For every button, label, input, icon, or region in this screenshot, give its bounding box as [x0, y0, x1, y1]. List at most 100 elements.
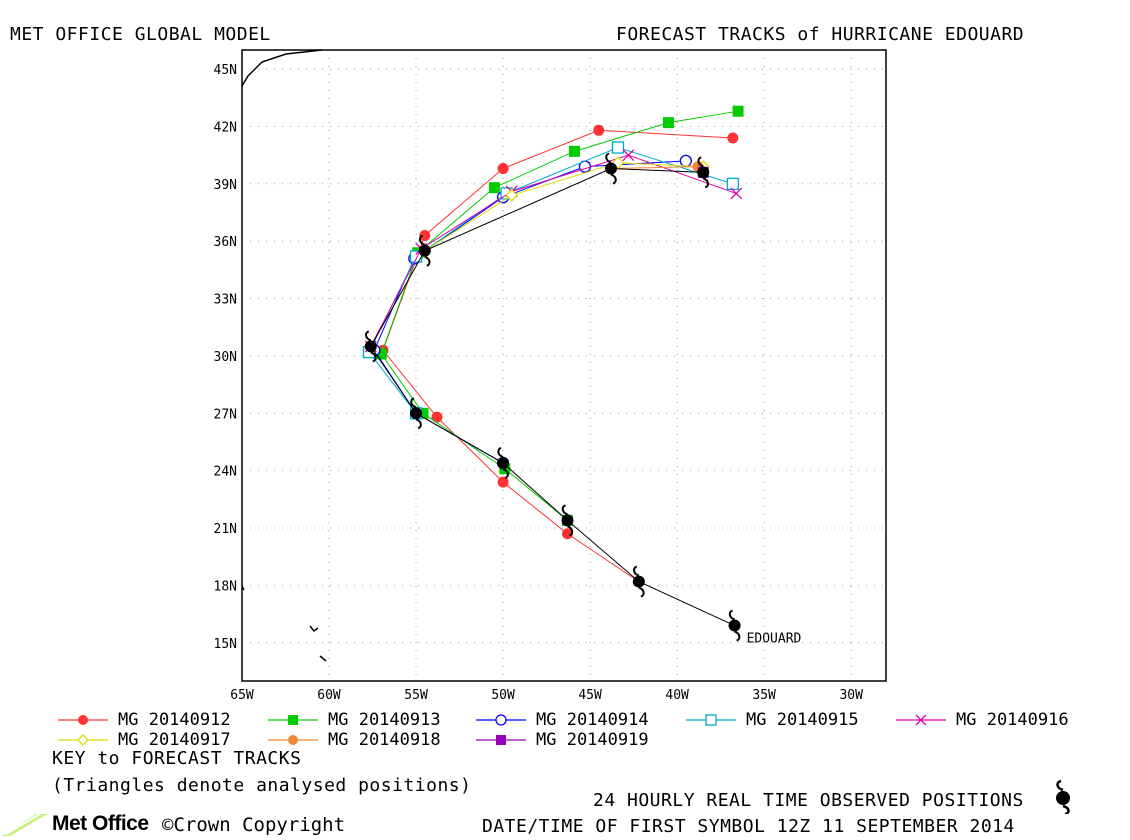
series-line [610, 166, 699, 170]
lon-tick-label: 50W [491, 688, 515, 700]
legend-marker [705, 714, 717, 726]
land-outline [241, 49, 323, 87]
legend-label: MG 20140914 [536, 710, 649, 730]
forecast-series-6 [418, 156, 710, 258]
hurricane-symbol-icon [604, 152, 617, 185]
legend-label: MG 20140919 [536, 730, 649, 750]
legend-swatch [896, 714, 946, 726]
legend-swatch [268, 735, 318, 745]
lon-tick-label: 35W [752, 688, 776, 700]
lon-tick-label: 45W [578, 688, 602, 700]
model-title: MET OFFICE GLOBAL MODEL [10, 24, 271, 45]
lat-tick-label: 30N [214, 350, 237, 365]
legend-swatch [268, 715, 318, 725]
lon-tick-label: 30W [839, 688, 863, 700]
legend-swatch [476, 735, 526, 745]
observed-track: EDOUARD [364, 152, 802, 647]
lon-tick-label: 60W [317, 688, 341, 700]
legend-label: MG 20140918 [328, 730, 441, 750]
forecast-series-2 [375, 105, 744, 526]
legend-marker [496, 735, 506, 745]
legend-marker [78, 715, 88, 725]
map-grid [241, 50, 886, 681]
series-line [424, 162, 704, 252]
hurricane-symbol-icon [1056, 780, 1070, 814]
key-title: KEY to FORECAST TRACKS [52, 748, 302, 769]
copyright: ©Crown Copyright [162, 814, 346, 836]
forecast-track-map: EDOUARD 45N 42N 39N 36N 33N 30N 27N 24N 21N 18N 15… [214, 49, 887, 700]
series-point [431, 411, 443, 423]
series-point [679, 154, 692, 168]
datetime-note: DATE/TIME OF FIRST SYMBOL 12Z 11 SEPTEMB… [482, 816, 1015, 837]
lat-tick-label: 18N [214, 579, 237, 594]
legend-label: MG 20140916 [956, 710, 1069, 730]
axis-labels: 45N 42N 39N 36N 33N 30N 27N 24N 21N 18N 15N 65W 60W 5… [214, 63, 864, 700]
lat-tick-label: 15N [214, 637, 237, 652]
hurricane-symbol-icon [364, 330, 377, 363]
forecast-series-3 [368, 154, 692, 470]
hurricane-symbol-icon [697, 156, 710, 189]
met-office-logo-icon [2, 813, 48, 837]
series-line [380, 110, 739, 521]
series-point [568, 145, 580, 157]
map-frame [241, 49, 887, 682]
hurricane-symbol-icon [632, 565, 645, 598]
forecast-series-1 [377, 124, 739, 588]
forecast-tracks [362, 105, 744, 588]
observed-note: 24 HOURLY REAL TIME OBSERVED POSITIONS [593, 790, 1024, 811]
brand-name: Met Office [52, 812, 149, 835]
series-point [732, 105, 744, 117]
series-point [727, 132, 739, 144]
series-point [375, 348, 387, 360]
legend-swatch [58, 734, 108, 746]
legend-label: MG 20140912 [118, 710, 231, 730]
hurricane-symbol-icon [561, 504, 574, 537]
legend-label: MG 20140917 [118, 730, 231, 750]
series-point [505, 188, 519, 202]
hurricane-symbol-icon [497, 447, 510, 479]
series-point [417, 407, 429, 419]
series-point [488, 182, 500, 194]
series-point [419, 229, 431, 241]
lon-tick-label: 65W [230, 688, 254, 700]
series-line [368, 146, 733, 414]
lat-tick-label: 42N [214, 120, 237, 135]
lon-tick-label: 40W [665, 688, 689, 700]
key-note: (Triangles denote analysed positions) [52, 775, 472, 796]
series-line [382, 129, 733, 582]
series-point [611, 141, 625, 154]
lat-tick-label: 27N [214, 407, 237, 422]
legend-marker [288, 735, 298, 745]
series-point [622, 149, 635, 162]
legend-marker [915, 714, 927, 726]
hurricane-symbol-icon [418, 234, 431, 267]
lon-tick-label: 55W [404, 688, 428, 700]
chart-title: FORECAST TRACKS of HURRICANE EDOUARD [616, 24, 1025, 45]
lat-tick-label: 33N [214, 293, 237, 308]
legend-swatch [686, 714, 736, 726]
island-2 [319, 655, 327, 662]
hurricane-symbol-icon [728, 609, 741, 642]
series-point [730, 187, 743, 200]
lat-tick-label: 39N [214, 178, 237, 193]
lat-tick-label: 24N [214, 465, 237, 480]
lat-tick-label: 21N [214, 522, 237, 537]
legend-swatch [476, 714, 526, 726]
lat-tick-label: 36N [214, 235, 237, 250]
series-point [497, 163, 509, 175]
series-point [726, 177, 739, 190]
legend-label: MG 20140913 [328, 710, 441, 730]
legend-swatch [58, 715, 108, 725]
legend-marker [288, 715, 298, 725]
series-point [662, 117, 674, 129]
legend-label: MG 20140915 [746, 710, 859, 730]
series-point [593, 124, 605, 136]
hurricane-symbol-icon [410, 397, 423, 430]
coastline [241, 49, 327, 662]
series-point [561, 528, 573, 540]
storm-label: EDOUARD [747, 632, 802, 647]
lat-tick-label: 45N [214, 63, 237, 78]
island-1 [309, 625, 319, 633]
series-point [497, 476, 509, 488]
legend-marker [77, 734, 89, 746]
